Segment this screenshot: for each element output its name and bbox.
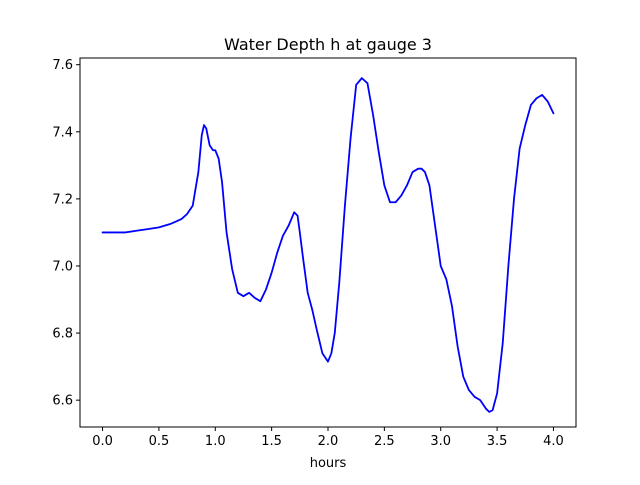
x-tick-label: 3.0: [430, 434, 451, 449]
x-tick-label: 2.0: [318, 434, 339, 449]
axes: 0.0 0.5 1.0 1.5 2.0 2.5 3.0 3.5 4.0 6.6 6.8 7.0 7.2 7…: [52, 57, 577, 449]
x-tick-label: 3.5: [487, 434, 508, 449]
x-tick-label: 1.5: [261, 434, 282, 449]
x-tick-label: 4.0: [543, 434, 564, 449]
chart-title: Water Depth h at gauge 3: [224, 35, 432, 54]
y-tick-label: 7.2: [52, 192, 73, 207]
x-tick-label: 1.0: [205, 434, 226, 449]
x-tick-label: 0.0: [92, 434, 113, 449]
y-tick-label: 6.8: [52, 327, 73, 342]
y-tick-label: 6.6: [52, 394, 73, 409]
x-tick-label: 0.5: [149, 434, 170, 449]
plot-area: [101, 77, 555, 413]
y-tick-label: 7.0: [52, 259, 73, 274]
y-tick-label: 7.6: [52, 58, 73, 73]
x-tick-label: 2.5: [374, 434, 395, 449]
series-line-0: [101, 77, 555, 413]
y-tick-label: 7.4: [52, 125, 73, 140]
x-axis-label: hours: [310, 456, 347, 471]
